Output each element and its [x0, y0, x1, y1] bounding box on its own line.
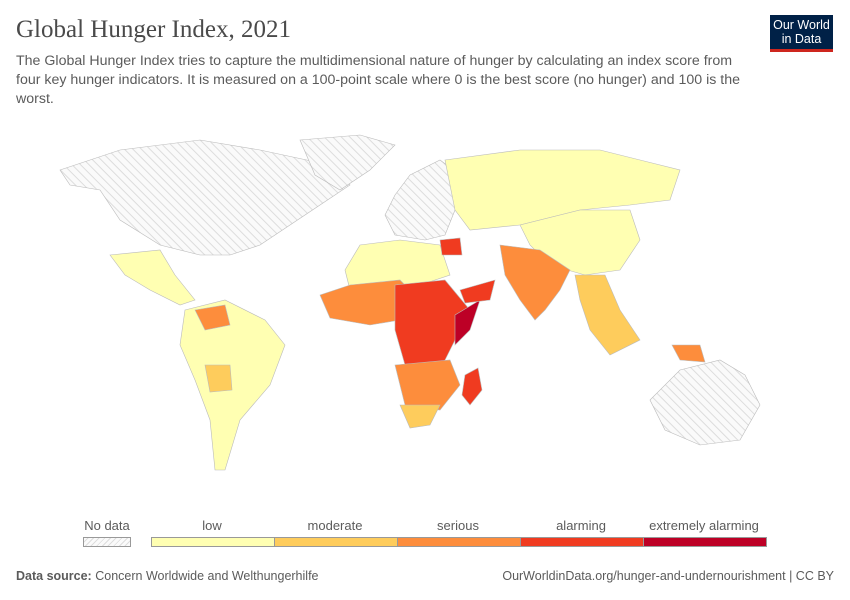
- region-bolivia[interactable]: [204, 364, 233, 393]
- region-north-america[interactable]: [59, 139, 351, 256]
- region-yemen[interactable]: [459, 279, 496, 304]
- region-madagascar[interactable]: [461, 367, 483, 406]
- legend-no-data-label: No data: [84, 518, 130, 533]
- region-southern-africa[interactable]: [394, 359, 461, 411]
- source-url[interactable]: OurWorldinData.org/hunger-and-undernouri…: [502, 569, 834, 583]
- region-venezuela[interactable]: [194, 304, 231, 331]
- region-papua-new-guinea[interactable]: [671, 344, 706, 363]
- logo-line2: in Data: [781, 32, 822, 46]
- region-south-america[interactable]: [179, 299, 286, 471]
- logo-line1: Our World: [773, 18, 830, 32]
- data-source: Data source: Concern Worldwide and Welth…: [16, 569, 319, 583]
- chart-subtitle: The Global Hunger Index tries to capture…: [16, 53, 740, 107]
- legend-label-3: alarming: [556, 518, 606, 533]
- legend-no-data-swatch: [83, 537, 131, 547]
- region-india[interactable]: [499, 244, 571, 321]
- region-south-africa[interactable]: [399, 404, 441, 429]
- region-mexico-and-central-america[interactable]: [109, 249, 196, 306]
- world-map: [59, 134, 761, 471]
- legend-swatch-4[interactable]: [643, 537, 767, 547]
- legend-swatch-1[interactable]: [274, 537, 398, 547]
- legend-label-4: extremely alarming: [649, 518, 759, 533]
- source-label: Data source:: [16, 569, 92, 583]
- legend-label-1: moderate: [307, 518, 363, 533]
- region-somalia[interactable]: [454, 299, 481, 346]
- region-russia-and-central-asia[interactable]: [444, 149, 681, 231]
- region-central-africa[interactable]: [394, 279, 471, 371]
- region-southeast-asia[interactable]: [574, 274, 641, 356]
- chart-title: Global Hunger Index, 2021: [16, 16, 291, 43]
- region-australia[interactable]: [649, 359, 761, 446]
- legend-swatch-0[interactable]: [151, 537, 275, 547]
- legend-swatch-2[interactable]: [397, 537, 521, 547]
- owid-logo[interactable]: Our World in Data: [770, 15, 833, 52]
- region-syria[interactable]: [439, 237, 463, 256]
- legend-label-2: serious: [437, 518, 479, 533]
- legend-label-0: low: [202, 518, 222, 533]
- region-greenland[interactable]: [299, 134, 396, 191]
- legend-swatch-3[interactable]: [520, 537, 644, 547]
- source-text: Concern Worldwide and Welthungerhilfe: [95, 569, 319, 583]
